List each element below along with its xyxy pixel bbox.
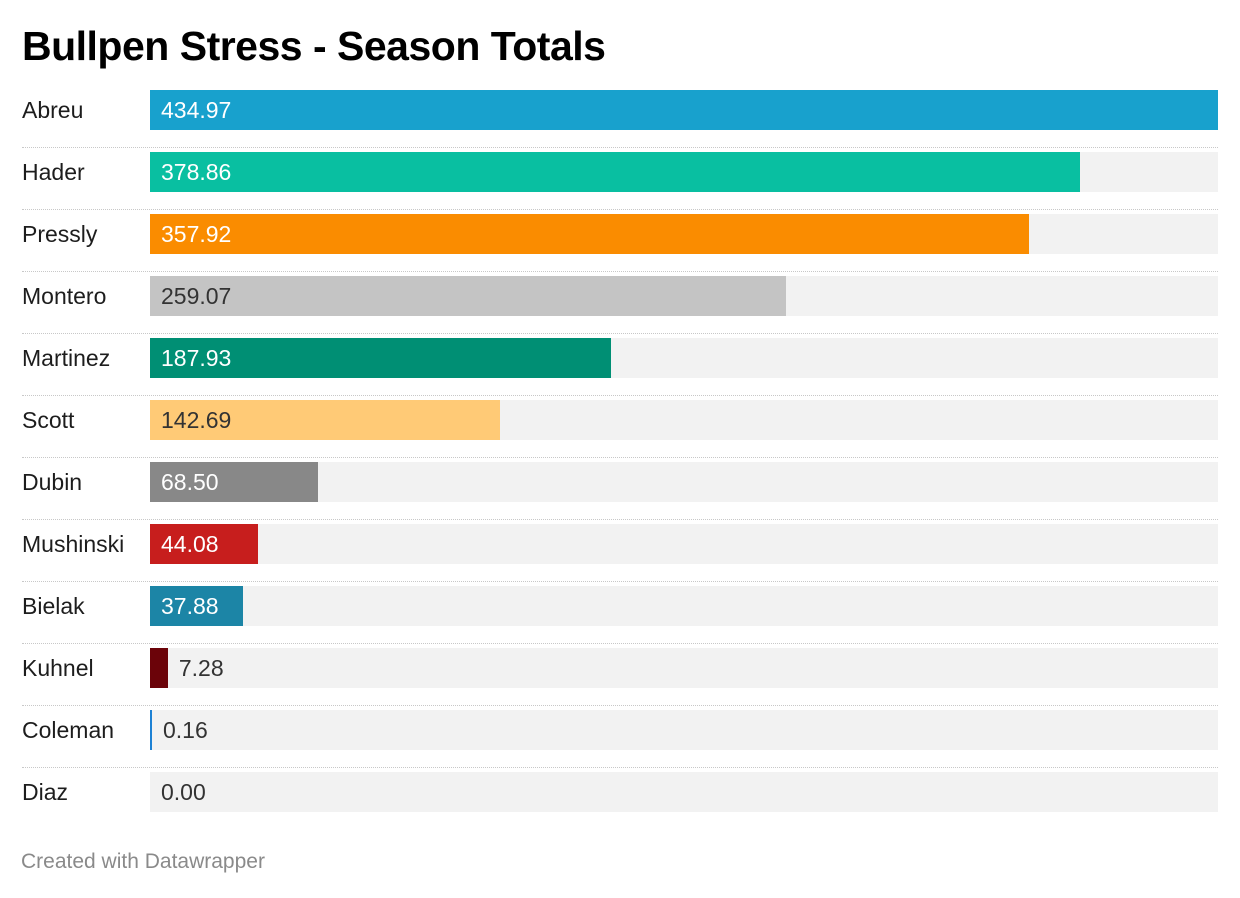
bar-row-diaz: Diaz 0.00 bbox=[0, 768, 1240, 830]
row-divider bbox=[22, 705, 1218, 706]
bar-value-label: 187.93 bbox=[161, 345, 232, 371]
bar bbox=[150, 462, 319, 502]
bar-track: 142.69 bbox=[150, 400, 1218, 440]
row-divider bbox=[22, 581, 1218, 582]
bar-row-pressly: Pressly 357.92 bbox=[0, 210, 1240, 272]
bar-row-hader: Hader 378.86 bbox=[0, 148, 1240, 210]
bar-row-montero: Montero 259.07 bbox=[0, 272, 1240, 334]
bar-value-label: 0.00 bbox=[161, 779, 206, 805]
bar-row-bielak: Bielak 37.88 bbox=[0, 582, 1240, 644]
bar-value-label: 37.88 bbox=[161, 593, 219, 619]
bar-row-scott: Scott 142.69 bbox=[0, 396, 1240, 458]
bar-track: 357.92 bbox=[150, 214, 1218, 254]
row-divider bbox=[22, 643, 1218, 644]
bar-value-label: 44.08 bbox=[161, 531, 219, 557]
category-label: Pressly bbox=[22, 221, 98, 247]
bar-value-label: 378.86 bbox=[161, 159, 232, 185]
bar bbox=[150, 400, 501, 440]
bar bbox=[150, 648, 168, 688]
bar-track: 378.86 bbox=[150, 152, 1218, 192]
bar bbox=[150, 338, 612, 378]
bar-track: 44.08 bbox=[150, 524, 1218, 564]
bar-row-kuhnel: Kuhnel 7.28 bbox=[0, 644, 1240, 706]
bar-value-label: 68.50 bbox=[161, 469, 219, 495]
bar-track: 187.93 bbox=[150, 338, 1218, 378]
category-label: Hader bbox=[22, 159, 85, 185]
category-label: Abreu bbox=[22, 97, 84, 123]
footer-credit: Created with Datawrapper bbox=[21, 850, 265, 873]
bar-value-label: 259.07 bbox=[161, 283, 232, 309]
bar-value-label: 0.16 bbox=[163, 717, 208, 743]
row-divider bbox=[22, 209, 1218, 210]
bar-value-label: 357.92 bbox=[161, 221, 232, 247]
category-label: Montero bbox=[22, 283, 107, 309]
bar bbox=[150, 90, 1218, 130]
chart-title: Bullpen Stress - Season Totals bbox=[22, 23, 606, 69]
category-label: Dubin bbox=[22, 469, 83, 495]
row-divider bbox=[22, 271, 1218, 272]
bar bbox=[150, 214, 1029, 254]
row-divider bbox=[22, 333, 1218, 334]
bar bbox=[150, 586, 243, 626]
bar-track: 7.28 bbox=[150, 648, 1218, 688]
bar-track: 259.07 bbox=[150, 276, 1218, 316]
bar-row-dubin: Dubin 68.50 bbox=[0, 458, 1240, 520]
bar bbox=[150, 524, 259, 564]
bar-value-label: 434.97 bbox=[161, 97, 232, 123]
bar-track: 0.00 bbox=[150, 772, 1218, 812]
category-label: Coleman bbox=[22, 717, 115, 743]
row-divider bbox=[22, 147, 1218, 148]
bar-value-label: 7.28 bbox=[178, 655, 224, 681]
bar-track: 37.88 bbox=[150, 586, 1218, 626]
bar-row-coleman: Coleman 0.16 bbox=[0, 706, 1240, 768]
category-label: Bielak bbox=[22, 593, 85, 619]
bar bbox=[150, 276, 787, 316]
bar-track: 434.97 bbox=[150, 90, 1218, 130]
category-label: Mushinski bbox=[22, 531, 125, 557]
row-divider bbox=[22, 519, 1218, 520]
bar bbox=[150, 710, 152, 750]
category-label: Diaz bbox=[22, 779, 69, 805]
row-divider bbox=[22, 767, 1218, 768]
category-label: Scott bbox=[22, 407, 75, 433]
bar-row-mushinski: Mushinski 44.08 bbox=[0, 520, 1240, 582]
bar-track: 68.50 bbox=[150, 462, 1218, 502]
category-label: Martinez bbox=[22, 345, 111, 371]
bar-row-martinez: Martinez 187.93 bbox=[0, 334, 1240, 396]
category-label: Kuhnel bbox=[22, 655, 94, 681]
bar-value-label: 142.69 bbox=[161, 407, 232, 433]
row-divider bbox=[22, 395, 1218, 396]
bar-row-abreu: Abreu 434.97 bbox=[0, 86, 1240, 148]
bar bbox=[150, 152, 1081, 192]
bar-track: 0.16 bbox=[150, 710, 1218, 750]
row-divider bbox=[22, 457, 1218, 458]
